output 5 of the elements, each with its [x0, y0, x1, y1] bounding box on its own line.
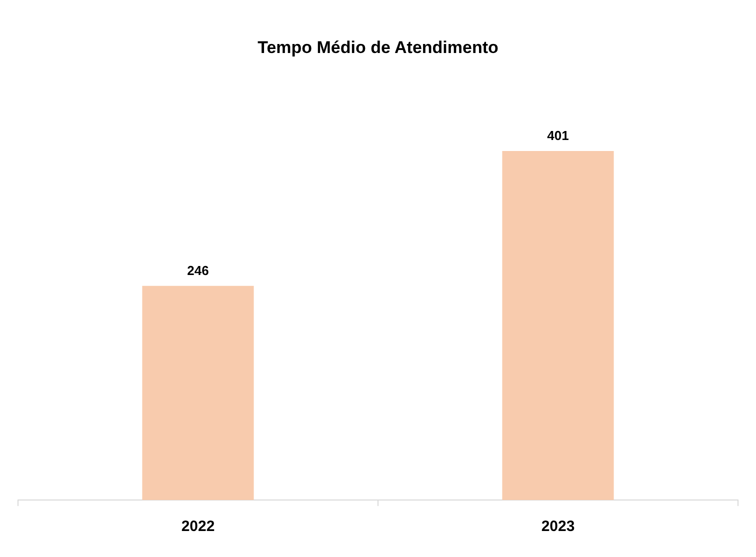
data-label: 401 [547, 128, 569, 144]
data-label: 246 [187, 263, 209, 278]
x-tick-label: 2023 [541, 518, 575, 536]
chart-title: Tempo Médio de Atendimento [258, 38, 498, 57]
x-tick-label: 2022 [181, 518, 215, 536]
